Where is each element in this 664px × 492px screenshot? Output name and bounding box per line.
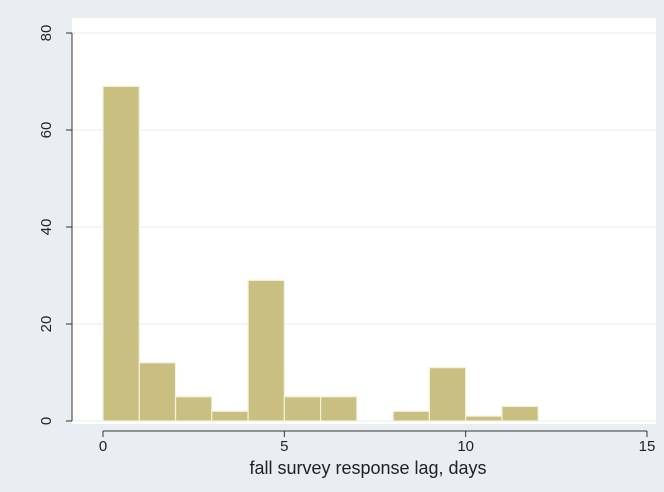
y-tick-label-3: 60 — [38, 122, 55, 139]
bars — [102, 85, 539, 422]
plot-area — [72, 18, 656, 424]
x-tick-label-0: 0 — [99, 438, 107, 455]
x-axis-label: fall survey response lag, days — [249, 458, 486, 478]
x-tick-label-2: 10 — [457, 438, 474, 455]
x-tick-label-1: 5 — [280, 438, 288, 455]
bar-4 — [247, 279, 285, 422]
y-tick-label-0: 0 — [38, 417, 55, 425]
bar-9 — [465, 415, 503, 422]
y-tick-label-1: 20 — [38, 316, 55, 333]
bar-2 — [174, 396, 213, 422]
bar-10 — [501, 405, 539, 422]
bar-5 — [283, 396, 322, 422]
y-tick-label-2: 40 — [38, 219, 55, 236]
axes: 0 20 40 60 80 0 5 10 15 — [38, 25, 655, 455]
bar-8 — [428, 367, 467, 422]
bar-1 — [138, 362, 177, 422]
y-tick-label-4: 80 — [38, 25, 55, 42]
bar-3 — [211, 410, 249, 422]
bar-0 — [102, 85, 140, 422]
bar-7 — [392, 410, 430, 422]
x-tick-label-3: 15 — [639, 438, 656, 455]
bar-6 — [320, 396, 358, 422]
